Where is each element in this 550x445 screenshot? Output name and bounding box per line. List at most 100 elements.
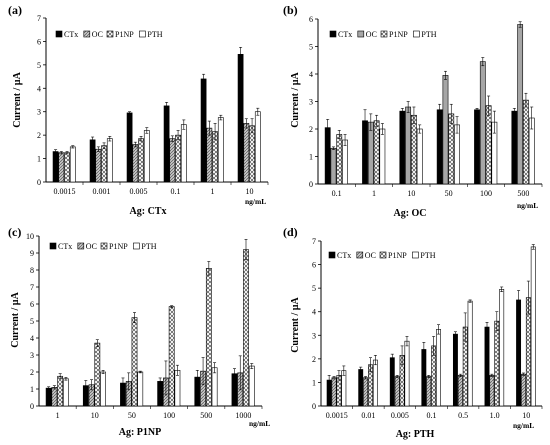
bar bbox=[51, 386, 58, 407]
legend-entry: CTx bbox=[64, 30, 78, 39]
y-tick-label: 6 bbox=[312, 261, 316, 270]
bar bbox=[411, 114, 417, 185]
bar bbox=[457, 375, 463, 407]
legend-swatch bbox=[329, 30, 337, 38]
bar bbox=[200, 78, 207, 183]
bar bbox=[243, 123, 250, 183]
bar bbox=[442, 75, 449, 185]
bar bbox=[64, 152, 70, 183]
x-tick-label: 1 bbox=[372, 189, 376, 198]
bar bbox=[211, 367, 218, 407]
legend-entry: P1NP bbox=[389, 30, 408, 39]
legend-swatch bbox=[357, 30, 365, 38]
chart-panel-3: (c) 0 1 2 3 4 5 6 7 8 9 10 1 10 50 100 500 1000 CTx OC P1NP P… bbox=[8, 225, 270, 438]
y-tick-label: 7 bbox=[312, 237, 316, 246]
bar bbox=[484, 326, 490, 407]
bar bbox=[373, 120, 380, 185]
y-tick-label: 5 bbox=[30, 317, 34, 326]
y-tick-label: 3 bbox=[312, 331, 316, 340]
bar bbox=[243, 249, 249, 407]
bar bbox=[336, 134, 343, 185]
legend-entry: CTx bbox=[338, 30, 352, 39]
y-tick-label: 0 bbox=[30, 402, 34, 411]
chart-panel-1: (a) 0 1 2 3 4 5 6 7 0.0015 0.001 0.005 0.1 1 10 CTx OC P1… bbox=[8, 3, 269, 217]
legend-entry: P1NP bbox=[388, 251, 407, 260]
chart-panel-2: (b) 0 1 2 3 4 5 6 0.1 1 10 50 100 500 CTx OC P1NP PTH Curr… bbox=[283, 3, 543, 219]
y-tick-label: 2 bbox=[309, 125, 313, 134]
unit-label: ng/mL bbox=[517, 201, 538, 210]
y-tick-label: 4 bbox=[30, 334, 34, 343]
bar bbox=[404, 340, 410, 407]
y-tick-label: 7 bbox=[37, 14, 41, 23]
bar bbox=[436, 109, 443, 185]
bar bbox=[389, 357, 395, 407]
legend-entry: OC bbox=[366, 30, 377, 39]
legend-entry: CTx bbox=[337, 251, 351, 260]
x-tick-label: 500 bbox=[200, 411, 212, 420]
y-axis-title: Current / µA bbox=[290, 296, 301, 352]
bar bbox=[217, 117, 224, 183]
y-tick-label: 0 bbox=[309, 180, 313, 189]
y-tick-label: 0 bbox=[312, 402, 316, 411]
bar bbox=[126, 112, 133, 183]
legend-entry: P1NP bbox=[115, 30, 134, 39]
y-tick-label: 0 bbox=[37, 178, 41, 187]
bar bbox=[106, 138, 113, 183]
legend-swatch bbox=[55, 30, 63, 38]
y-tick-label: 1 bbox=[30, 385, 34, 394]
bar bbox=[69, 146, 76, 183]
legend-entry: OC bbox=[86, 242, 97, 251]
y-tick-label: 6 bbox=[37, 37, 41, 46]
y-axis-title: Current / µA bbox=[10, 291, 21, 347]
y-tick-label: 4 bbox=[312, 308, 316, 317]
unit-label: ng/mL bbox=[249, 419, 270, 428]
bar bbox=[254, 111, 261, 183]
legend-swatch bbox=[49, 242, 57, 250]
unit-label: ng/mL bbox=[513, 421, 534, 430]
y-axis-title: Current / µA bbox=[290, 71, 301, 127]
legend-swatch bbox=[77, 242, 85, 250]
x-tick-label: 100 bbox=[480, 189, 492, 198]
y-tick-label: 9 bbox=[30, 249, 34, 258]
x-tick-label: 0.01 bbox=[361, 411, 375, 420]
bar bbox=[206, 127, 213, 183]
y-tick-label: 7 bbox=[30, 283, 34, 292]
x-axis-title: Ag: OC bbox=[393, 208, 426, 219]
x-tick-label: 0.005 bbox=[391, 411, 409, 420]
x-tick-label: 0.0015 bbox=[326, 411, 348, 420]
bar bbox=[100, 371, 106, 407]
x-axis-title: Ag: PTH bbox=[396, 429, 435, 440]
bar bbox=[168, 306, 175, 407]
bar bbox=[530, 246, 536, 407]
legend-swatch bbox=[412, 251, 419, 259]
x-tick-label: 1000 bbox=[235, 411, 251, 420]
y-tick-label: 5 bbox=[37, 61, 41, 70]
legend-entry: PTH bbox=[147, 30, 162, 39]
bar bbox=[94, 342, 101, 407]
bar bbox=[249, 125, 255, 183]
panel-label: (c) bbox=[8, 225, 21, 239]
bar bbox=[499, 289, 505, 407]
unit-label: ng/mL bbox=[245, 197, 266, 206]
panel-label: (d) bbox=[283, 225, 298, 239]
bar bbox=[52, 151, 59, 183]
y-tick-label: 6 bbox=[309, 15, 313, 24]
y-tick-label: 5 bbox=[312, 284, 316, 293]
x-tick-label: 1 bbox=[211, 187, 215, 196]
bar bbox=[132, 144, 139, 183]
x-tick-label: 0.1 bbox=[332, 189, 342, 198]
x-tick-label: 10 bbox=[91, 411, 99, 420]
y-tick-label: 2 bbox=[37, 131, 41, 140]
bar bbox=[394, 376, 400, 407]
legend-swatch bbox=[106, 30, 114, 38]
bar bbox=[523, 99, 529, 185]
x-tick-label: 10 bbox=[522, 411, 530, 420]
bar bbox=[237, 54, 244, 183]
bar bbox=[379, 128, 386, 185]
bar bbox=[452, 333, 458, 407]
bar bbox=[363, 377, 369, 407]
bar bbox=[169, 138, 176, 183]
x-tick-label: 50 bbox=[128, 411, 136, 420]
bar bbox=[421, 349, 427, 407]
x-tick-label: 10 bbox=[407, 189, 415, 198]
